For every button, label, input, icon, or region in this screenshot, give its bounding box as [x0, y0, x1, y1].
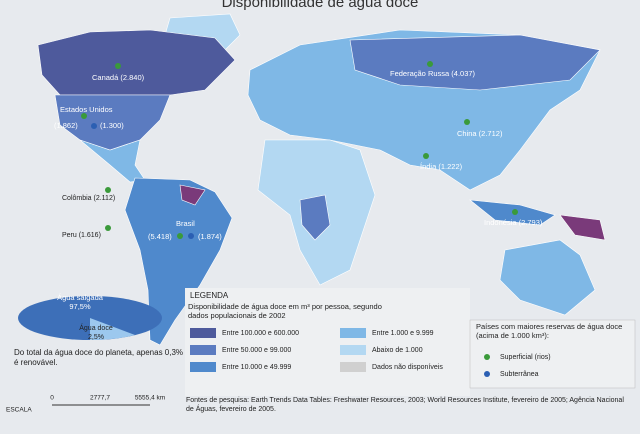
- canada: [37, 29, 236, 96]
- surface-drop: [105, 187, 111, 193]
- ground-drop: [91, 123, 97, 129]
- scale-tick: 5555,4 km: [135, 395, 165, 402]
- country-label: (1.874): [198, 232, 222, 241]
- country-label: (1.300): [100, 121, 124, 130]
- reserves-title: Países com maiores reservas de água doce…: [476, 322, 623, 340]
- surface-drop: [105, 225, 111, 231]
- pie-label: Água doce: [79, 323, 113, 332]
- guianas: [179, 184, 206, 206]
- surface-drop: [464, 119, 470, 125]
- pie-label: 97,5%: [69, 302, 91, 311]
- country-label: Indonésia (2.793): [484, 218, 543, 227]
- legend-swatch: [190, 328, 216, 338]
- ground-drop: [188, 233, 194, 239]
- country-label: (1.862): [54, 121, 78, 130]
- surface-drop: [512, 209, 518, 215]
- sources: Fontes de pesquisa: Earth Trends Data Ta…: [186, 397, 624, 413]
- country-label: Peru (1.616): [62, 232, 101, 239]
- south-america: [124, 177, 233, 346]
- reserves-item: Subterrânea: [500, 371, 539, 378]
- central-africa: [299, 194, 331, 241]
- surface-drop: [484, 354, 490, 360]
- country-label: China (2.712): [457, 129, 503, 138]
- legend-label: Entre 10.000 e 49.999: [222, 364, 291, 371]
- country-label: Estados Unidos: [60, 105, 113, 114]
- sources-box: Fontes de pesquisa: Earth Trends Data Ta…: [186, 397, 624, 413]
- new-guinea: [559, 214, 606, 241]
- country-label: (5.418): [148, 232, 172, 241]
- pie-label: Água salgada: [57, 293, 104, 302]
- legend-label: Entre 100.000 e 600.000: [222, 330, 299, 337]
- pie-note: Do total da água doce do planeta, apenas…: [14, 348, 184, 367]
- pie-label: 2,5%: [88, 334, 104, 341]
- ground-drop: [484, 371, 490, 377]
- central-america: [79, 139, 146, 183]
- surface-drop: [177, 233, 183, 239]
- reserve-icons: [81, 61, 518, 239]
- reserves-panel: [469, 319, 636, 389]
- australia: [499, 239, 596, 316]
- pie-fresh: [90, 318, 135, 340]
- legend-title: LEGENDA: [190, 291, 229, 300]
- map-title: Disponibilidade de água doce: [222, 0, 419, 11]
- scale-tick: 2777,7: [90, 395, 110, 402]
- legend-label: Abaixo de 1.000: [372, 347, 423, 354]
- country-label: Colômbia (2.112): [62, 195, 115, 202]
- legend-panel: [185, 288, 470, 396]
- legend-items: Entre 100.000 e 600.000 Entre 50.000 e 99…: [190, 328, 443, 372]
- legend-swatch: [340, 345, 366, 355]
- surface-drop: [427, 61, 433, 67]
- legend-swatch: [340, 328, 366, 338]
- scale-title: ESCALA: [6, 407, 32, 414]
- legend-subtitle: Disponibilidade de água doce em m³ por p…: [188, 302, 382, 320]
- reserves-title-box: Países com maiores reservas de água doce…: [476, 322, 623, 340]
- country-label: Índia (1.222): [420, 162, 463, 171]
- country-label: Canadá (2.840): [92, 73, 145, 82]
- legend-label: Entre 50.000 e 99.000: [222, 347, 291, 354]
- pie-note-box: Do total da água doce do planeta, apenas…: [14, 348, 184, 367]
- country-label: Brasil: [176, 219, 195, 228]
- legend-swatch: [190, 345, 216, 355]
- surface-drop: [81, 113, 87, 119]
- surface-drop: [423, 153, 429, 159]
- country-label: Federação Russa (4.037): [390, 69, 476, 78]
- scale-tick: 0: [50, 395, 54, 402]
- russia: [349, 34, 601, 91]
- legend-label: Entre 1.000 e 9.999: [372, 330, 434, 337]
- surface-drop: [115, 63, 121, 69]
- legend-label: Dados não disponíveis: [372, 364, 443, 371]
- legend-swatch: [340, 362, 366, 372]
- legend-swatch: [190, 362, 216, 372]
- reserves-item: Superficial (rios): [500, 354, 551, 361]
- legend-subtitle-box: Disponibilidade de água doce em m³ por p…: [188, 302, 382, 320]
